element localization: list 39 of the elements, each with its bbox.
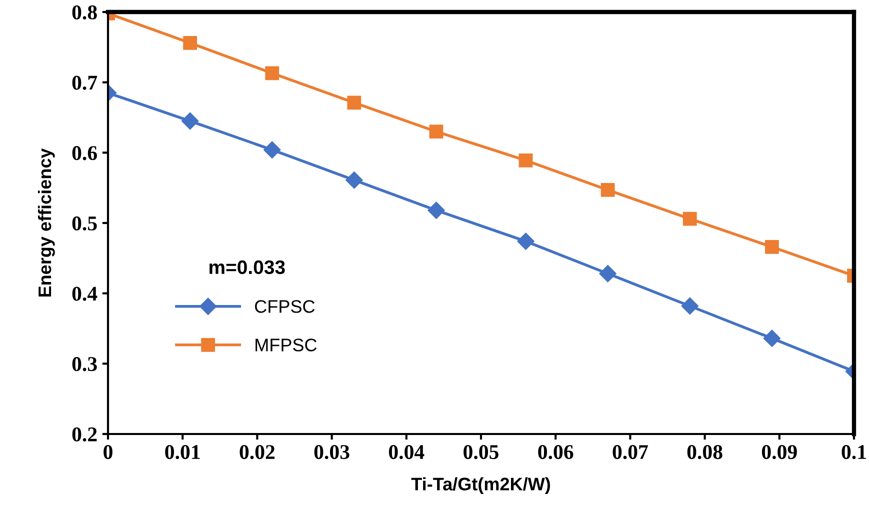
y-tick-label: 0.3 [72, 357, 97, 372]
legend-label: CFPSC [255, 300, 315, 313]
x-tick-label: 0 [104, 445, 112, 460]
point [428, 202, 445, 219]
legend-title: m=0.033 [210, 260, 285, 274]
y-tick-label: 0.4 [72, 286, 98, 301]
x-tick-label: 0.08 [687, 445, 722, 460]
x-tick-label: 0.1 [842, 445, 866, 460]
y-tick-label: 0.5 [72, 216, 97, 231]
y-tick-label: 0.2 [72, 427, 97, 442]
point [764, 240, 779, 254]
point [682, 212, 697, 226]
legend-label: MFPSC [256, 338, 317, 352]
x-tick-label: 0.09 [762, 445, 797, 460]
point [517, 232, 534, 250]
y-axis-title: Energy efficiency [38, 148, 55, 297]
x-tick-label: 0.07 [612, 445, 648, 460]
x-tick-label: 0.02 [240, 445, 275, 460]
x-tick-label: 0.01 [165, 445, 200, 460]
point [681, 297, 698, 315]
point [264, 141, 281, 158]
point [183, 36, 198, 50]
point [182, 112, 199, 130]
x-tick-label: 0.03 [314, 445, 350, 460]
point [347, 96, 362, 110]
y-tick-label: 0.7 [72, 76, 98, 90]
point [600, 183, 615, 197]
point [346, 172, 363, 189]
x-tick-label: 0.05 [464, 445, 498, 460]
point [763, 330, 780, 347]
y-tick-label: 0.6 [72, 146, 97, 160]
y-tick-label: 0.8 [72, 5, 97, 20]
point [429, 124, 444, 139]
x-tick-label: 0.04 [388, 445, 424, 460]
point [265, 66, 280, 80]
point [518, 153, 533, 168]
x-axis-title: Ti-Ta/Gt(m2K/W) [411, 477, 550, 494]
x-tick-label: 0.06 [538, 445, 574, 460]
point [599, 265, 616, 282]
